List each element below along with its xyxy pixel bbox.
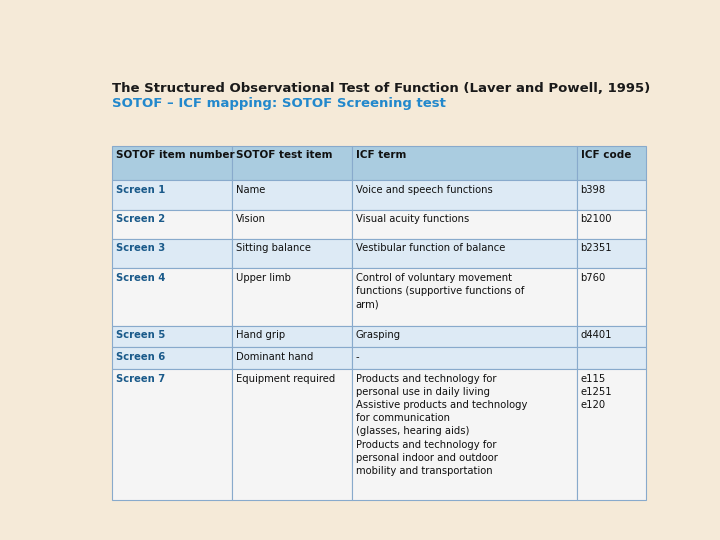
Text: Screen 7: Screen 7 <box>116 374 165 383</box>
Bar <box>577 326 647 347</box>
Bar <box>352 146 577 180</box>
Text: Visual acuity functions: Visual acuity functions <box>356 214 469 224</box>
Text: Upper limb: Upper limb <box>235 273 291 283</box>
Bar <box>232 239 352 268</box>
Text: Voice and speech functions: Voice and speech functions <box>356 185 492 195</box>
Bar <box>232 210 352 239</box>
Text: Equipment required: Equipment required <box>235 374 335 383</box>
Bar <box>577 146 647 180</box>
Bar <box>112 210 232 239</box>
Bar <box>577 347 647 369</box>
Bar <box>232 146 352 180</box>
Text: Grasping: Grasping <box>356 330 401 340</box>
Text: Screen 4: Screen 4 <box>116 273 165 283</box>
Text: SOTOF item number: SOTOF item number <box>116 150 234 160</box>
Bar <box>112 180 232 210</box>
Text: Dominant hand: Dominant hand <box>235 352 313 362</box>
Bar <box>352 180 577 210</box>
Bar <box>352 347 577 369</box>
Bar <box>112 268 232 326</box>
Bar <box>232 268 352 326</box>
Bar <box>577 210 647 239</box>
Bar <box>112 347 232 369</box>
Bar <box>352 369 577 500</box>
Text: b398: b398 <box>580 185 606 195</box>
Text: SOTOF – ICF mapping: SOTOF Screening test: SOTOF – ICF mapping: SOTOF Screening tes… <box>112 97 446 110</box>
Text: The Structured Observational Test of Function (Laver and Powell, 1995): The Structured Observational Test of Fun… <box>112 82 650 94</box>
Text: Control of voluntary movement
functions (supportive functions of
arm): Control of voluntary movement functions … <box>356 273 524 309</box>
Text: d4401: d4401 <box>580 330 612 340</box>
Text: Screen 6: Screen 6 <box>116 352 165 362</box>
Text: Vision: Vision <box>235 214 266 224</box>
Text: b2351: b2351 <box>580 244 612 253</box>
Bar <box>232 369 352 500</box>
Bar <box>352 239 577 268</box>
Bar <box>232 347 352 369</box>
Text: -: - <box>356 352 359 362</box>
Bar <box>352 210 577 239</box>
Text: b2100: b2100 <box>580 214 612 224</box>
Bar <box>352 268 577 326</box>
Bar <box>112 146 232 180</box>
Text: Screen 3: Screen 3 <box>116 244 165 253</box>
Bar <box>112 326 232 347</box>
Bar <box>577 239 647 268</box>
Bar <box>112 239 232 268</box>
Text: Screen 2: Screen 2 <box>116 214 165 224</box>
Text: SOTOF test item: SOTOF test item <box>235 150 332 160</box>
Bar <box>577 180 647 210</box>
Bar <box>112 369 232 500</box>
Bar <box>577 369 647 500</box>
Text: Screen 1: Screen 1 <box>116 185 165 195</box>
Text: ICF code: ICF code <box>580 150 631 160</box>
Text: Products and technology for
personal use in daily living
Assistive products and : Products and technology for personal use… <box>356 374 527 476</box>
Bar <box>577 268 647 326</box>
Text: Screen 5: Screen 5 <box>116 330 165 340</box>
Text: e115
e1251
e120: e115 e1251 e120 <box>580 374 612 410</box>
Bar <box>352 326 577 347</box>
Text: Vestibular function of balance: Vestibular function of balance <box>356 244 505 253</box>
Text: ICF term: ICF term <box>356 150 406 160</box>
Text: b760: b760 <box>580 273 606 283</box>
Text: Name: Name <box>235 185 265 195</box>
Bar <box>232 326 352 347</box>
Text: Hand grip: Hand grip <box>235 330 285 340</box>
Text: Sitting balance: Sitting balance <box>235 244 311 253</box>
Bar <box>232 180 352 210</box>
